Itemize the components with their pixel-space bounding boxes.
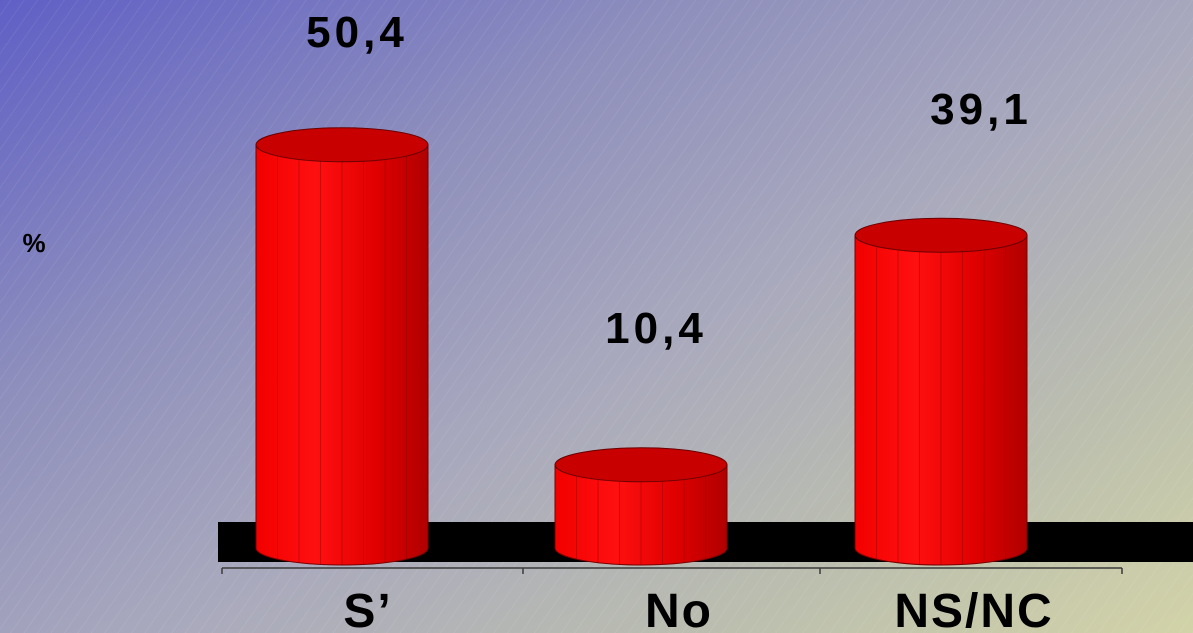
bar-top	[854, 217, 1028, 253]
bar-body	[554, 464, 728, 566]
category-label: No	[645, 585, 713, 633]
y-axis-label: %	[22, 228, 45, 258]
bar-top	[255, 127, 429, 163]
bar-2	[554, 447, 728, 566]
bar-1	[255, 127, 429, 566]
category-label: S’	[343, 585, 392, 633]
value-label: 10,4	[605, 304, 707, 353]
value-label: 39,1	[930, 85, 1032, 134]
value-label: 50,4	[306, 8, 408, 57]
bar-top	[554, 447, 728, 483]
category-label: NS/NC	[894, 585, 1053, 633]
bar-3	[854, 217, 1028, 566]
bar-body	[255, 144, 429, 566]
bar-body	[854, 234, 1028, 566]
